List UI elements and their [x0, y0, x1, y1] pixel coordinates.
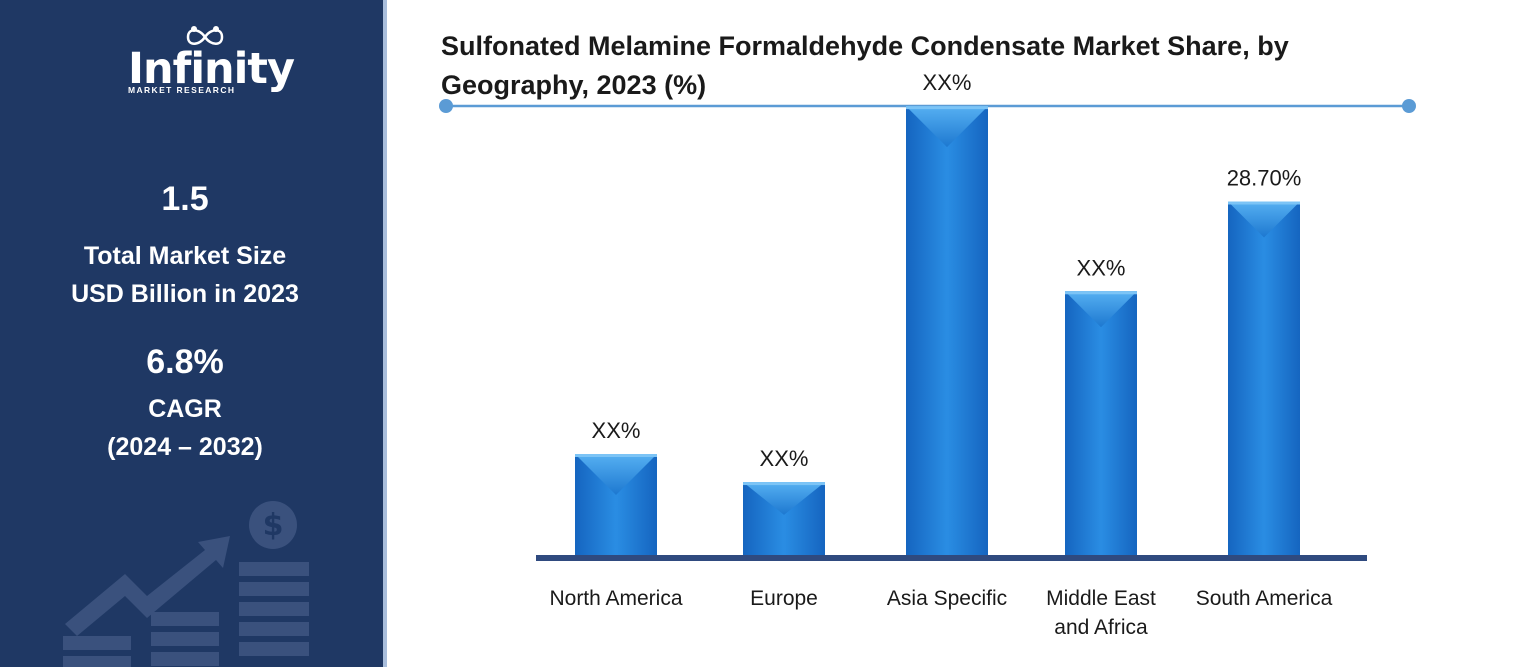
bar-3 — [906, 106, 988, 555]
market-size-label-line2: USD Billion in 2023 — [71, 280, 299, 308]
market-size-label-line1: Total Market Size — [83, 242, 287, 270]
category-label-line: Asia Specific — [886, 587, 1008, 610]
category-label-line: South America — [1195, 587, 1333, 610]
svg-text:$: $ — [263, 508, 284, 543]
bar-1 — [575, 454, 657, 555]
bar-4 — [1065, 291, 1137, 555]
chart-title: Sulfonated Melamine Formaldehyde Condens… — [441, 31, 1289, 100]
category-label-3: Asia Specific — [852, 584, 1042, 613]
category-label-5: South America — [1169, 584, 1359, 613]
cagr-value: 6.8% — [146, 343, 224, 381]
cagr-label: CAGR — [148, 395, 222, 423]
category-label-line: Middle East — [1046, 587, 1156, 610]
category-label-1: North America — [521, 584, 711, 613]
sidebar-divider — [383, 0, 387, 667]
logo-wordmark: Infinity — [128, 44, 295, 94]
cagr-period: (2024 – 2032) — [107, 433, 263, 461]
market-size-value: 1.5 — [161, 180, 209, 218]
dollar-growth-icon: $ — [63, 501, 309, 667]
company-logo: Infinity MARKET RESEARCH — [0, 18, 383, 108]
category-label-4: Middle East and Africa — [1006, 584, 1196, 642]
category-label-line: North America — [549, 587, 683, 610]
category-label-line: and Africa — [1054, 616, 1148, 639]
infinity-logo-icon — [186, 26, 224, 45]
category-label-2: Europe — [689, 584, 879, 613]
title-underline — [439, 99, 1416, 113]
data-label-2: XX% — [760, 446, 809, 471]
bar-5 — [1228, 201, 1300, 555]
sidebar-panel: Infinity MARKET RESEARCH 1.5 Total Marke… — [0, 0, 383, 667]
bar-2 — [743, 482, 825, 555]
data-label-1: XX% — [592, 418, 641, 443]
data-label-3: XX% — [923, 70, 972, 95]
data-label-5: 28.70% — [1227, 166, 1302, 191]
data-label-4: XX% — [1077, 255, 1126, 280]
category-label-line: Europe — [750, 587, 818, 610]
logo-subtitle: MARKET RESEARCH — [128, 85, 236, 95]
